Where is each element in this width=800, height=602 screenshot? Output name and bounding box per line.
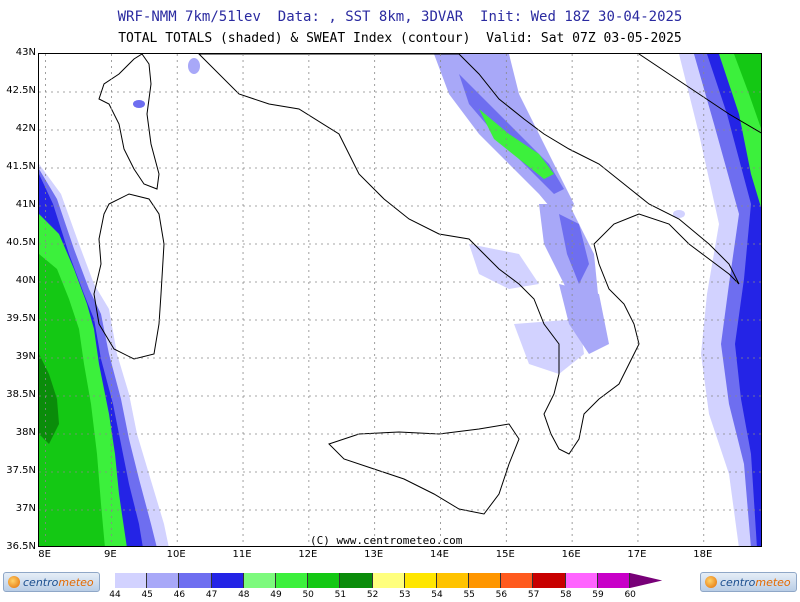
colorbar-tick: 53 (399, 590, 411, 600)
colorbar: 44 45 46 47 48 49 50 51 52 53 54 55 56 57 58 59 60 (0, 570, 800, 600)
centrometeo-logo-left[interactable]: centrometeo (3, 572, 100, 592)
shaded-field-west (39, 164, 169, 546)
logo-text: centrometeo (720, 575, 791, 589)
longitude-label: 16E (561, 549, 581, 560)
logo-text: centrometeo (23, 575, 94, 589)
lat-lon-grid (39, 54, 761, 546)
colorbar-swatch (211, 573, 244, 588)
latitude-label: 37N (15, 503, 36, 514)
longitude-label: 10E (166, 549, 186, 560)
colorbar-swatch (275, 573, 309, 588)
latitude-label: 40N (15, 275, 36, 286)
latitude-label: 42N (15, 123, 36, 134)
latitude-label: 36.5N (6, 541, 36, 552)
colorbar-swatch (243, 573, 276, 588)
colorbar-swatch (308, 573, 341, 588)
colorbar-swatch (597, 573, 630, 588)
longitude-label: 9E (104, 549, 117, 560)
colorbar-tick: 55 (463, 590, 475, 600)
sun-icon (705, 576, 717, 588)
colorbar-swatch (469, 573, 502, 588)
colorbar-swatch (179, 573, 212, 588)
latitude-label: 40.5N (6, 237, 36, 248)
colorbar-tick: 47 (205, 590, 218, 600)
colorbar-tick: 60 (624, 590, 636, 600)
colorbar-tick: 45 (141, 590, 153, 600)
longitude-label: 12E (298, 549, 318, 560)
map-canvas (39, 54, 761, 546)
latitude-label: 38N (15, 427, 36, 438)
latitude-label: 43N (15, 47, 36, 58)
colorbar-tick: 54 (431, 590, 443, 600)
colorbar-tick-labels: 44 45 46 47 48 49 50 51 52 53 54 55 56 57 58 59 60 (0, 590, 800, 602)
colorbar-tick: 46 (173, 590, 186, 600)
colorbar-tick: 50 (302, 590, 314, 600)
centrometeo-logo-right[interactable]: centrometeo (700, 572, 797, 592)
chart-title-line2: TOTAL TOTALS (shaded) & SWEAT Index (con… (118, 31, 682, 46)
colorbar-swatch (115, 573, 148, 588)
colorbar-tick: 56 (495, 590, 508, 600)
sun-icon (8, 576, 20, 588)
colorbar-swatch (372, 573, 405, 588)
latitude-label: 38.5N (6, 389, 36, 400)
longitude-label: 15E (495, 549, 515, 560)
latitude-label: 37.5N (6, 465, 36, 476)
colorbar-swatch (533, 573, 566, 588)
colorbar-swatch (630, 573, 663, 588)
colorbar-swatch (147, 573, 180, 588)
colorbar-swatch (404, 573, 437, 588)
colorbar-swatch (501, 573, 534, 588)
longitude-label: 11E (232, 549, 252, 560)
shaded-field-adriatic (434, 54, 609, 374)
longitude-label: 14E (429, 549, 450, 560)
colorbar-tick: 48 (238, 590, 250, 600)
longitude-label: 8E (38, 549, 51, 560)
colorbar-swatch (340, 573, 373, 588)
weather-map (38, 53, 762, 547)
latitude-label: 42.5N (6, 85, 36, 96)
colorbar-tick: 52 (366, 590, 379, 600)
longitude-label: 13E (364, 549, 384, 560)
colorbar-swatch (436, 573, 470, 588)
colorbar-swatches (115, 573, 663, 588)
latitude-label: 39.5N (6, 313, 36, 324)
shaded-field-blobs (133, 58, 685, 218)
colorbar-swatch (565, 573, 598, 588)
longitude-label: 18E (693, 549, 713, 560)
latitude-label: 39N (15, 351, 36, 362)
colorbar-tick: 51 (334, 590, 347, 600)
colorbar-tick: 59 (592, 590, 604, 600)
chart-title-line1: WRF-NMM 7km/51lev Data: , SST 8km, 3DVAR… (117, 9, 683, 25)
colorbar-tick: 58 (560, 590, 572, 600)
colorbar-tick: 49 (270, 590, 282, 600)
latitude-label: 41.5N (6, 161, 36, 172)
coastlines (93, 54, 761, 515)
latitude-label: 41N (15, 199, 36, 210)
copyright-text: (C) www.centrometeo.com (310, 534, 463, 547)
colorbar-tick: 57 (527, 590, 540, 600)
longitude-label: 17E (627, 549, 647, 560)
colorbar-tick: 44 (109, 590, 121, 600)
shaded-field-east (679, 54, 761, 546)
